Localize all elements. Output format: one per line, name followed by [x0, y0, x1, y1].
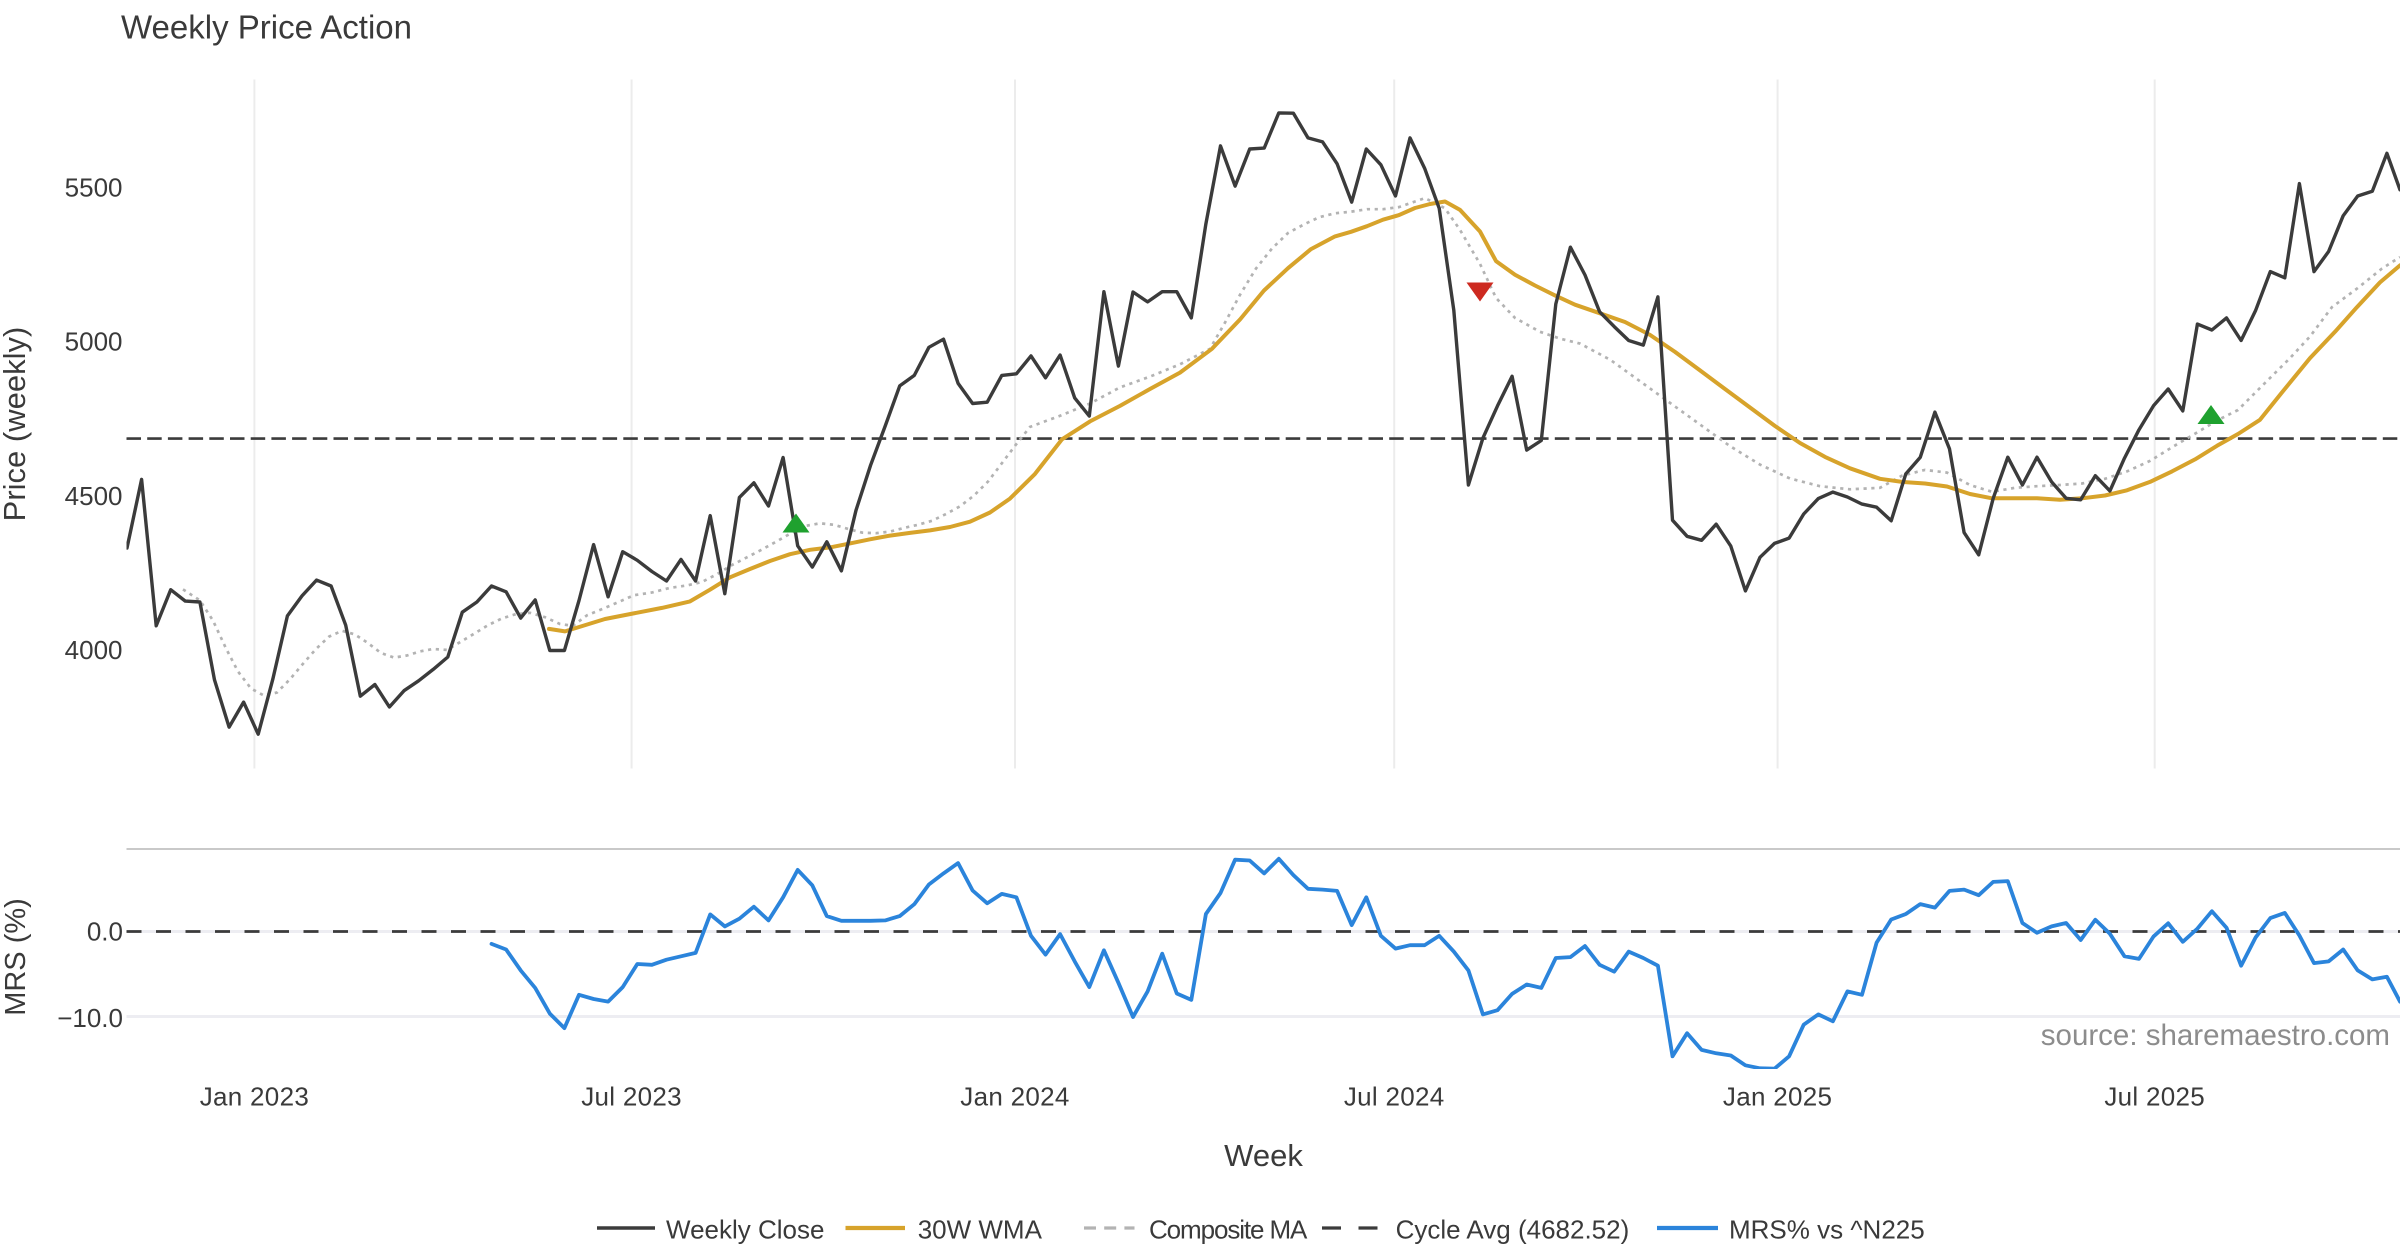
svg-text:5500: 5500: [65, 172, 123, 202]
svg-text:5000: 5000: [65, 326, 123, 356]
svg-text:Jan 2023: Jan 2023: [200, 1081, 309, 1111]
svg-text:−10.0: −10.0: [57, 1003, 123, 1033]
svg-text:Jul 2023: Jul 2023: [581, 1081, 682, 1111]
svg-text:Weekly Close: Weekly Close: [666, 1215, 824, 1245]
svg-text:Price (weekly): Price (weekly): [0, 327, 32, 522]
svg-text:Weekly Price Action: Weekly Price Action: [121, 9, 412, 46]
svg-text:source: sharemaestro.com: source: sharemaestro.com: [2041, 1019, 2390, 1052]
svg-text:4500: 4500: [65, 481, 123, 511]
svg-text:Cycle Avg (4682.52): Cycle Avg (4682.52): [1396, 1215, 1630, 1245]
svg-text:0.0: 0.0: [87, 917, 123, 947]
svg-text:Composite MA: Composite MA: [1149, 1215, 1308, 1245]
svg-text:Jul 2025: Jul 2025: [2104, 1081, 2205, 1111]
svg-text:MRS (%): MRS (%): [0, 898, 32, 1016]
svg-text:Week: Week: [1224, 1138, 1303, 1173]
svg-text:MRS% vs ^N225: MRS% vs ^N225: [1729, 1215, 1925, 1245]
svg-text:4000: 4000: [65, 635, 123, 665]
svg-text:30W WMA: 30W WMA: [918, 1215, 1043, 1245]
svg-text:Jan 2025: Jan 2025: [1723, 1081, 1832, 1111]
svg-text:Jan 2024: Jan 2024: [960, 1081, 1069, 1111]
svg-text:Jul 2024: Jul 2024: [1344, 1081, 1445, 1111]
